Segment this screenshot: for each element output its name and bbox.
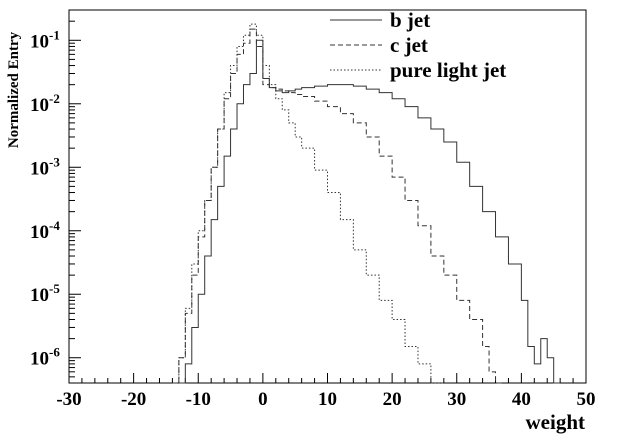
x-tick-label: -10 — [186, 389, 211, 410]
y-tick-label: 10-5 — [30, 281, 60, 306]
y-tick-label: 10-2 — [30, 91, 60, 116]
x-tick-label: -20 — [121, 389, 146, 410]
y-tick-label: 10-6 — [30, 345, 60, 370]
y-tick-label: 10-3 — [30, 154, 60, 179]
series-layer — [172, 23, 561, 384]
series-line-pure-light-jet — [172, 23, 444, 384]
x-tick-label: 40 — [512, 389, 531, 410]
x-tick-label: 20 — [383, 389, 402, 410]
legend-label: c jet — [390, 33, 428, 57]
x-tick-label: 0 — [258, 389, 268, 410]
x-tick-label: -30 — [56, 389, 81, 410]
x-tick-label: 30 — [447, 389, 466, 410]
legend-label: b jet — [390, 8, 430, 32]
plot-frame — [68, 9, 587, 384]
x-tick-label: 50 — [577, 389, 596, 410]
axes: -30 -20 -10 0 10 20 30 40 50 10-1 10-2 10-3 10-4 10-5… — [30, 20, 596, 410]
x-axis-label: weight — [526, 410, 586, 434]
y-tick-label: 10-1 — [30, 27, 60, 52]
series-line-c-jet — [172, 28, 502, 384]
y-axis-label: Normalized Entry — [6, 31, 22, 148]
legend-label: pure light jet — [390, 58, 506, 82]
y-tick-label: 10-4 — [30, 218, 60, 243]
series-line-b-jet — [178, 39, 561, 384]
x-tick-label: 10 — [318, 389, 337, 410]
